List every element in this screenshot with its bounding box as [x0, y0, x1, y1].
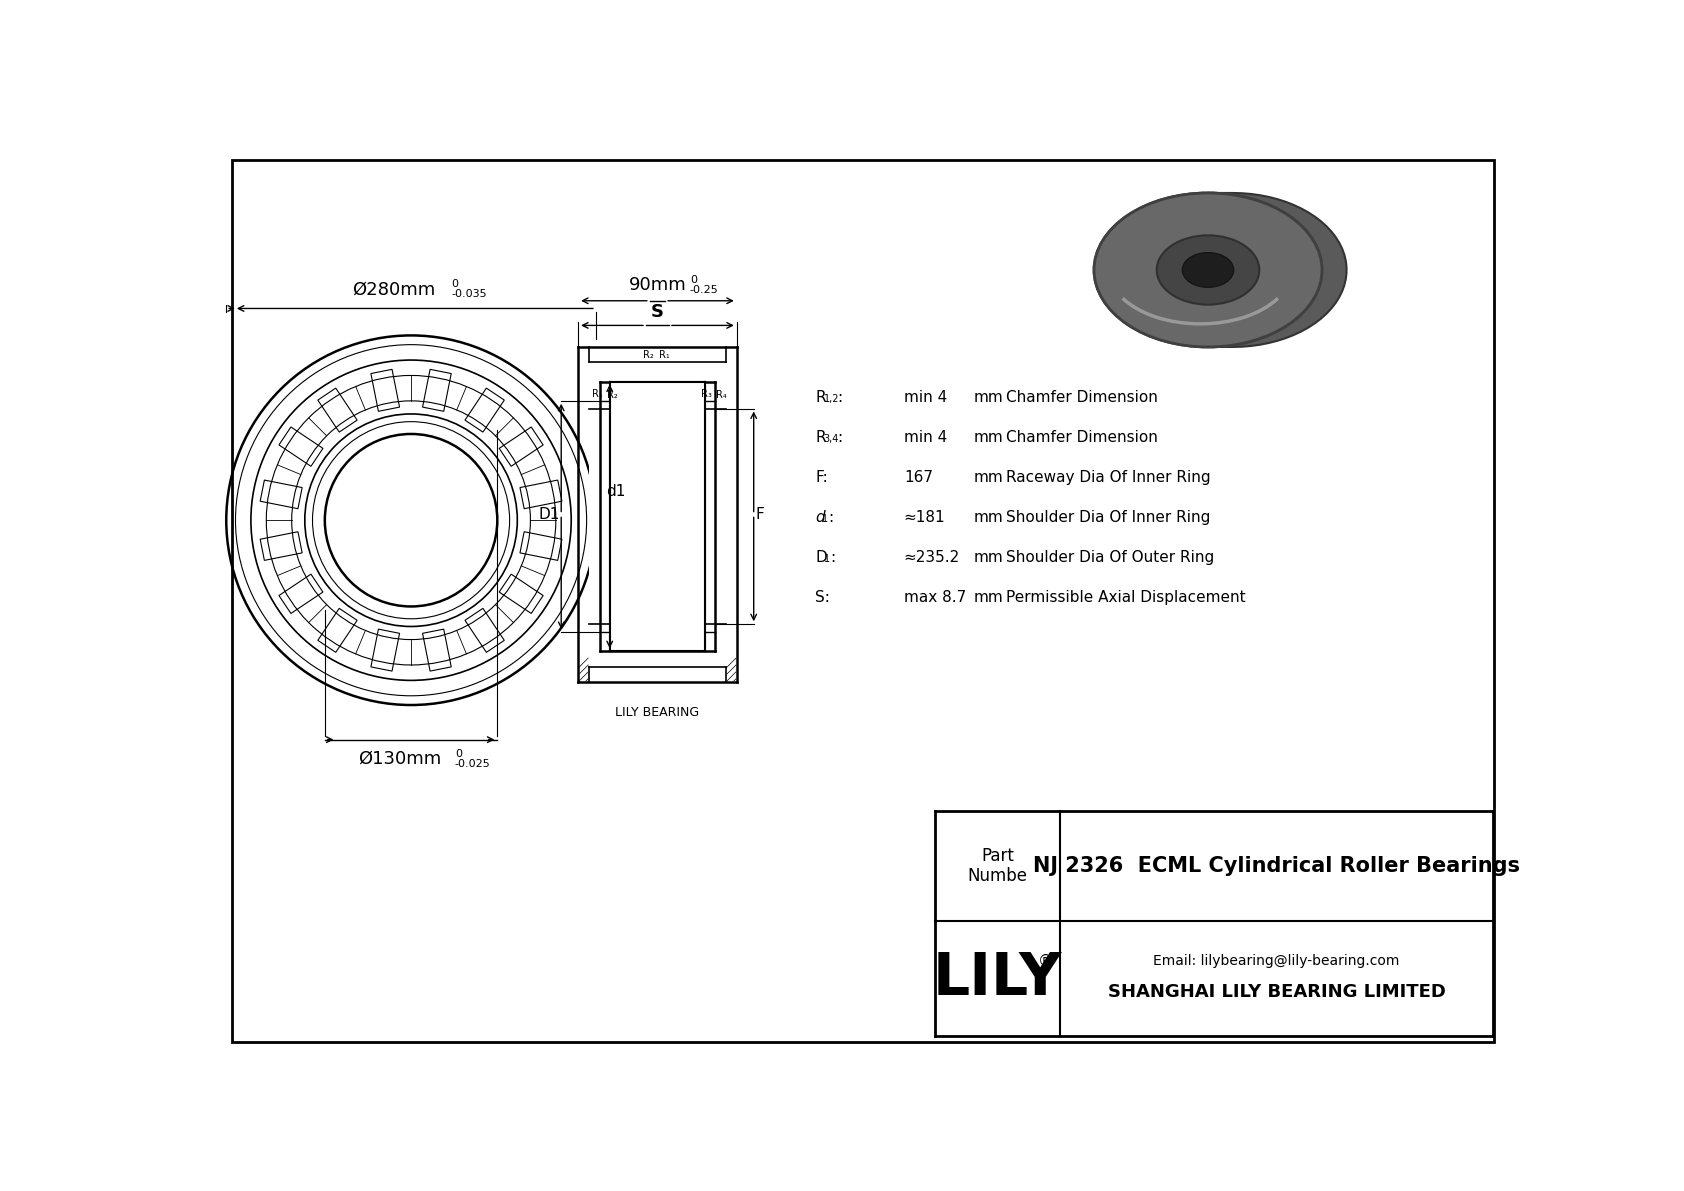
- Text: d1: d1: [606, 484, 625, 499]
- Text: NJ 2326  ECML Cylindrical Roller Bearings: NJ 2326 ECML Cylindrical Roller Bearings: [1032, 856, 1521, 875]
- Text: :: :: [837, 389, 842, 405]
- Text: R3,4:: R3,4:: [815, 430, 855, 444]
- Text: SHANGHAI LILY BEARING LIMITED: SHANGHAI LILY BEARING LIMITED: [1108, 984, 1445, 1002]
- Text: S: S: [652, 304, 663, 322]
- Text: Part
Numbe: Part Numbe: [967, 847, 1027, 885]
- Text: :: :: [830, 550, 835, 565]
- Text: R₂: R₂: [643, 350, 653, 360]
- Bar: [815, 588, 899, 606]
- Text: mm: mm: [973, 430, 1004, 444]
- Text: mm: mm: [973, 469, 1004, 485]
- Text: 0: 0: [690, 275, 697, 285]
- Text: Raceway Dia Of Inner Ring: Raceway Dia Of Inner Ring: [1007, 469, 1211, 485]
- Bar: [815, 507, 899, 526]
- Text: 0: 0: [455, 748, 461, 759]
- Ellipse shape: [1157, 236, 1260, 305]
- Text: R: R: [815, 389, 825, 405]
- Bar: [610, 381, 706, 651]
- Text: D1: D1: [539, 507, 559, 522]
- Text: 167: 167: [904, 469, 933, 485]
- Text: d1:: d1:: [815, 510, 840, 525]
- Ellipse shape: [1140, 224, 1276, 316]
- Text: Ø280mm: Ø280mm: [352, 280, 436, 298]
- Text: Shoulder Dia Of Outer Ring: Shoulder Dia Of Outer Ring: [1007, 550, 1214, 565]
- Bar: [815, 468, 899, 486]
- Text: min 4: min 4: [904, 389, 946, 405]
- Text: R: R: [815, 430, 825, 444]
- Text: mm: mm: [973, 550, 1004, 565]
- Text: Email: lilybearing@lily-bearing.com: Email: lilybearing@lily-bearing.com: [1154, 954, 1399, 968]
- Text: R₄: R₄: [716, 391, 727, 400]
- Text: S:: S:: [815, 590, 830, 605]
- Text: 3,4: 3,4: [823, 434, 839, 443]
- Bar: [589, 362, 726, 667]
- Text: Shoulder Dia Of Inner Ring: Shoulder Dia Of Inner Ring: [1007, 510, 1211, 525]
- Ellipse shape: [1095, 193, 1322, 347]
- Ellipse shape: [1179, 250, 1238, 289]
- Ellipse shape: [1095, 193, 1322, 347]
- Bar: [815, 388, 899, 406]
- Text: mm: mm: [973, 590, 1004, 605]
- Text: 1,2: 1,2: [823, 393, 839, 404]
- Text: Chamfer Dimension: Chamfer Dimension: [1007, 430, 1159, 444]
- Text: max 8.7: max 8.7: [904, 590, 967, 605]
- Text: d: d: [815, 510, 825, 525]
- Text: F:: F:: [815, 469, 829, 485]
- Text: R₃: R₃: [701, 388, 712, 399]
- Text: -0.25: -0.25: [690, 285, 719, 295]
- Polygon shape: [1207, 193, 1347, 347]
- Text: F:: F:: [815, 469, 829, 485]
- Text: 1: 1: [822, 513, 829, 524]
- Text: D1:: D1:: [815, 550, 842, 565]
- Text: ≈235.2: ≈235.2: [904, 550, 960, 565]
- Text: 90mm: 90mm: [628, 276, 687, 294]
- Text: 1: 1: [823, 554, 830, 563]
- Text: -0.035: -0.035: [451, 289, 487, 299]
- Text: mm: mm: [973, 389, 1004, 405]
- Text: Ø130mm: Ø130mm: [359, 750, 441, 768]
- Text: R1,2:: R1,2:: [815, 389, 855, 405]
- Text: D: D: [815, 550, 827, 565]
- Bar: [815, 428, 899, 447]
- Text: LILY BEARING: LILY BEARING: [615, 706, 699, 719]
- Text: Chamfer Dimension: Chamfer Dimension: [1007, 389, 1159, 405]
- Bar: [815, 548, 899, 567]
- Text: :: :: [837, 430, 842, 444]
- Text: R₁: R₁: [658, 350, 670, 360]
- Text: R₂: R₂: [606, 391, 618, 400]
- Text: min 4: min 4: [904, 430, 946, 444]
- Text: S:: S:: [815, 590, 830, 605]
- Text: ®: ®: [1037, 954, 1052, 969]
- Text: mm: mm: [973, 510, 1004, 525]
- Text: Permissible Axial Displacement: Permissible Axial Displacement: [1007, 590, 1246, 605]
- Text: -0.025: -0.025: [455, 759, 490, 768]
- Text: 0: 0: [451, 279, 458, 289]
- Text: F: F: [754, 507, 765, 522]
- Ellipse shape: [1182, 252, 1234, 287]
- Text: LILY: LILY: [933, 950, 1063, 1006]
- Text: ≈181: ≈181: [904, 510, 945, 525]
- Text: :: :: [829, 510, 834, 525]
- Text: R₁: R₁: [593, 388, 603, 399]
